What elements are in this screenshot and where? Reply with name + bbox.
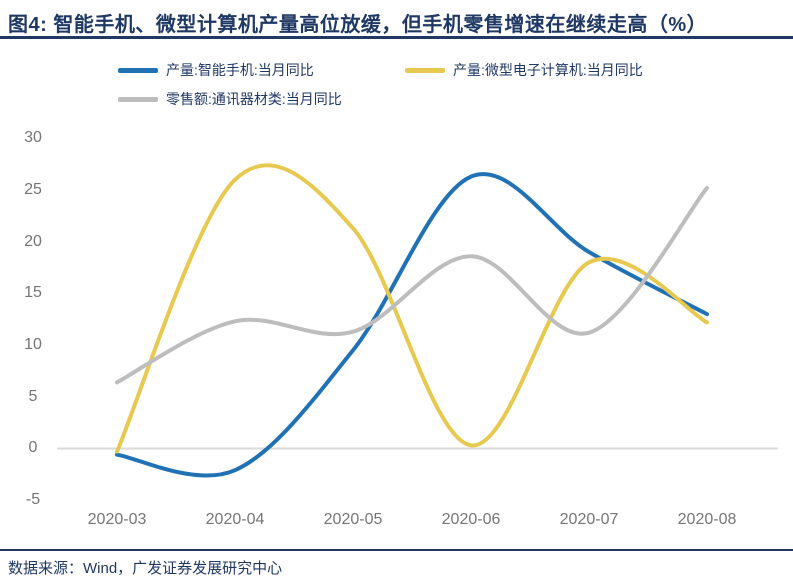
figure-title: 图4: 智能手机、微型计算机产量高位放缓，但手机零售增速在继续走高（%）: [8, 14, 708, 36]
y-tick-5: 5: [28, 388, 38, 405]
y-tick-minus5: -5: [25, 491, 41, 508]
legend-swatch-gray-line: [118, 96, 158, 102]
y-tick-10: 10: [24, 336, 42, 353]
source-divider: [0, 549, 793, 551]
title-divider: [0, 36, 793, 39]
legend-label-smartphone-output: 产量:智能手机:当月同比: [166, 62, 314, 78]
legend-item-smartphone-output[interactable]: 产量:智能手机:当月同比: [118, 61, 314, 79]
y-tick-0: 0: [28, 439, 38, 456]
legend-item-telecom-retail[interactable]: 零售额:通讯器材类:当月同比: [118, 90, 342, 108]
line-smartphone-output: [115, 172, 709, 478]
legend-swatch-blue-line: [118, 67, 158, 73]
line-telecom-retail: [115, 185, 709, 385]
y-tick-30: 30: [24, 129, 42, 146]
legend-item-microcomputer-output[interactable]: 产量:微型电子计算机:当月同比: [405, 61, 643, 79]
legend-label-microcomputer-output: 产量:微型电子计算机:当月同比: [453, 62, 643, 78]
y-tick-15: 15: [24, 284, 42, 301]
x-tick-2020-03: 2020-03: [87, 511, 147, 528]
line-microcomputer-output: [115, 163, 709, 454]
data-source: 数据来源：Wind，广发证券发展研究中心: [8, 560, 283, 577]
x-tick-2020-07: 2020-07: [559, 511, 619, 528]
x-tick-2020-04: 2020-04: [205, 511, 265, 528]
x-tick-2020-05: 2020-05: [323, 511, 383, 528]
y-tick-25: 25: [24, 181, 42, 198]
legend-swatch-yellow-line: [405, 67, 445, 73]
x-tick-2020-08: 2020-08: [677, 511, 737, 528]
x-tick-2020-06: 2020-06: [441, 511, 501, 528]
legend-label-telecom-retail: 零售额:通讯器材类:当月同比: [166, 91, 342, 107]
y-tick-20: 20: [24, 233, 42, 250]
